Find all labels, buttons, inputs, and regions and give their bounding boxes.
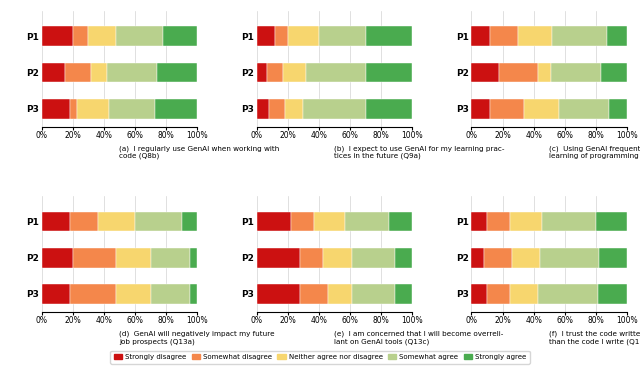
Bar xyxy=(70,212,98,232)
Bar xyxy=(257,212,291,232)
Bar xyxy=(472,284,487,304)
Bar xyxy=(70,99,77,119)
Bar xyxy=(150,284,189,304)
Bar xyxy=(150,248,189,268)
Bar xyxy=(499,62,538,83)
Bar xyxy=(73,26,88,46)
Bar xyxy=(65,62,92,83)
Bar xyxy=(42,212,70,232)
Bar xyxy=(559,99,609,119)
Bar xyxy=(257,284,300,304)
Bar xyxy=(389,212,412,232)
Bar xyxy=(323,248,351,268)
Bar xyxy=(98,212,135,232)
X-axis label: (f)  I trust the code written by GenAI more
than the code I write (Q13d): (f) I trust the code written by GenAI mo… xyxy=(549,331,640,345)
Bar xyxy=(156,99,197,119)
Bar xyxy=(609,99,627,119)
Bar xyxy=(365,99,412,119)
Bar xyxy=(303,99,365,119)
Bar xyxy=(107,62,157,83)
Bar xyxy=(510,284,538,304)
Bar xyxy=(307,62,365,83)
Bar xyxy=(487,284,510,304)
Bar xyxy=(189,248,197,268)
Bar xyxy=(300,284,328,304)
Bar xyxy=(598,284,627,304)
X-axis label: (a)  I regularly use GenAI when working with
code (Q8b): (a) I regularly use GenAI when working w… xyxy=(120,145,280,160)
Bar xyxy=(599,248,627,268)
Bar xyxy=(328,284,351,304)
Bar xyxy=(540,248,599,268)
Bar xyxy=(42,284,70,304)
Bar xyxy=(42,62,65,83)
Bar xyxy=(77,99,109,119)
Bar xyxy=(552,26,607,46)
Legend: Strongly disagree, Somewhat disagree, Neither agree nor disagree, Somewhat agree: Strongly disagree, Somewhat disagree, Ne… xyxy=(110,350,530,364)
Bar xyxy=(257,99,269,119)
Bar xyxy=(314,212,346,232)
Bar xyxy=(538,284,598,304)
Bar xyxy=(285,99,303,119)
Bar xyxy=(601,62,627,83)
Bar xyxy=(512,248,540,268)
Bar xyxy=(510,212,541,232)
Bar xyxy=(283,62,307,83)
Bar xyxy=(157,62,197,83)
Bar xyxy=(116,26,163,46)
Bar xyxy=(472,99,490,119)
Bar xyxy=(116,248,150,268)
Bar xyxy=(42,26,73,46)
Bar xyxy=(541,212,596,232)
Bar xyxy=(538,62,551,83)
Bar xyxy=(92,62,107,83)
Bar xyxy=(269,99,285,119)
Bar xyxy=(182,212,197,232)
Bar xyxy=(287,26,319,46)
Bar xyxy=(487,212,510,232)
Bar xyxy=(551,62,601,83)
Bar xyxy=(365,26,412,46)
Bar xyxy=(116,284,150,304)
Bar xyxy=(42,248,73,268)
X-axis label: (b)  I expect to use GenAI for my learning prac-
tices in the future (Q9a): (b) I expect to use GenAI for my learnin… xyxy=(334,145,505,160)
Bar xyxy=(365,62,412,83)
Bar xyxy=(472,248,484,268)
Bar xyxy=(596,212,627,232)
Bar xyxy=(472,62,499,83)
Bar xyxy=(518,26,552,46)
X-axis label: (e)  I am concerned that I will become overreli-
lant on GenAI tools (Q13c): (e) I am concerned that I will become ov… xyxy=(334,331,504,345)
Bar xyxy=(472,212,487,232)
Bar xyxy=(395,248,412,268)
Bar xyxy=(351,248,395,268)
Bar xyxy=(163,26,197,46)
Bar xyxy=(257,26,275,46)
Bar xyxy=(351,284,395,304)
Bar xyxy=(607,26,627,46)
Bar xyxy=(291,212,314,232)
Bar xyxy=(135,212,182,232)
Bar xyxy=(73,248,116,268)
Bar xyxy=(257,248,300,268)
Bar xyxy=(70,284,116,304)
Bar xyxy=(275,26,287,46)
Bar xyxy=(300,248,323,268)
Bar xyxy=(472,26,490,46)
Bar xyxy=(42,99,70,119)
Bar xyxy=(395,284,412,304)
Bar xyxy=(189,284,197,304)
Bar xyxy=(88,26,116,46)
Bar xyxy=(346,212,389,232)
Bar xyxy=(257,62,268,83)
Bar xyxy=(490,26,518,46)
Bar xyxy=(524,99,559,119)
X-axis label: (d)  GenAI will negatively impact my future
job prospects (Q13a): (d) GenAI will negatively impact my futu… xyxy=(120,331,275,345)
Bar xyxy=(319,26,365,46)
Bar xyxy=(484,248,512,268)
Bar xyxy=(490,99,524,119)
Bar xyxy=(268,62,283,83)
X-axis label: (c)  Using GenAI frequently is harmful for my
learning of programming (Q9b): (c) Using GenAI frequently is harmful fo… xyxy=(549,145,640,160)
Bar xyxy=(109,99,156,119)
